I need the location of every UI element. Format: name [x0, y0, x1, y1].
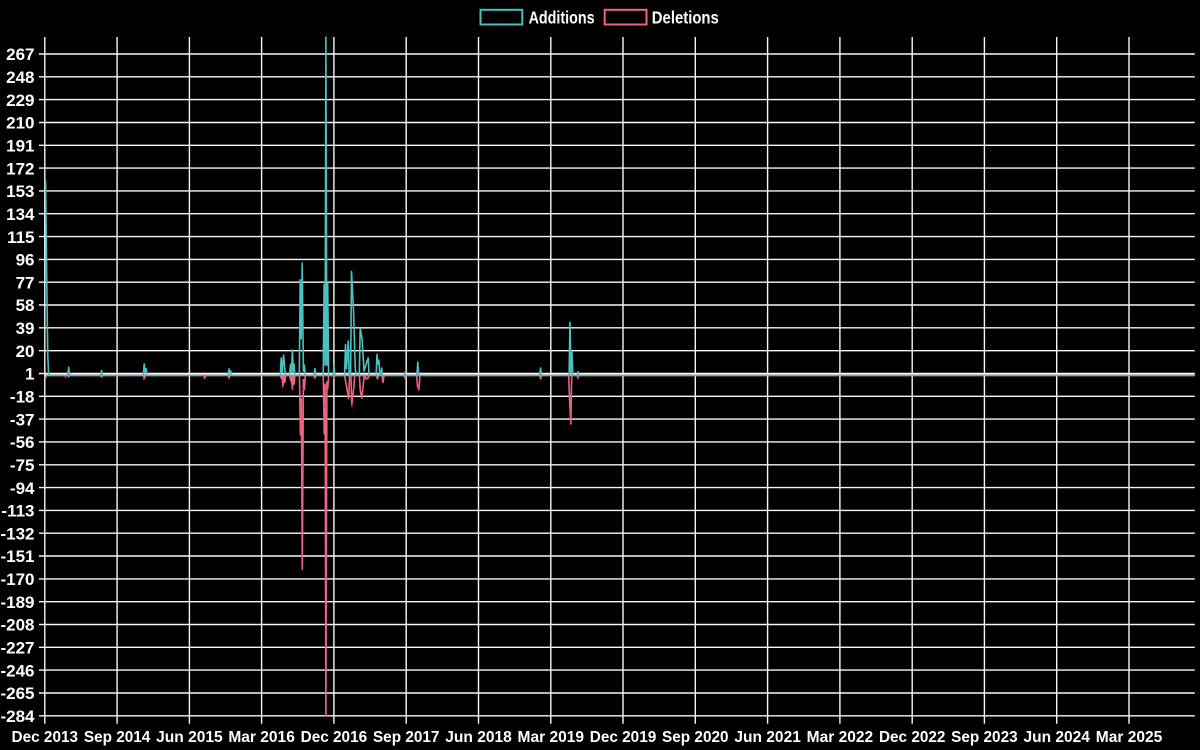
svg-text:-246: -246 [0, 661, 34, 680]
svg-text:210: 210 [6, 114, 34, 133]
svg-text:Mar 2025: Mar 2025 [1096, 729, 1163, 746]
svg-text:Dec 2019: Dec 2019 [590, 729, 657, 746]
svg-text:Sep 2014: Sep 2014 [84, 729, 151, 746]
svg-text:Additions: Additions [529, 8, 595, 28]
svg-text:58: 58 [16, 296, 35, 315]
svg-text:Sep 2017: Sep 2017 [373, 729, 440, 746]
svg-text:Sep 2020: Sep 2020 [662, 729, 729, 746]
svg-text:Dec 2022: Dec 2022 [879, 729, 946, 746]
svg-text:Mar 2019: Mar 2019 [518, 729, 585, 746]
svg-text:-151: -151 [0, 547, 34, 566]
svg-text:115: 115 [7, 228, 34, 247]
svg-text:Deletions: Deletions [652, 8, 719, 28]
svg-text:Jun 2021: Jun 2021 [734, 729, 801, 746]
svg-text:Jun 2024: Jun 2024 [1023, 729, 1090, 746]
svg-text:-227: -227 [0, 639, 34, 658]
svg-text:229: 229 [6, 91, 34, 110]
svg-text:-113: -113 [1, 502, 34, 521]
svg-text:Dec 2013: Dec 2013 [12, 729, 79, 746]
svg-text:-37: -37 [10, 410, 35, 429]
svg-text:267: 267 [6, 45, 34, 64]
svg-text:Dec 2016: Dec 2016 [301, 729, 368, 746]
svg-text:Jun 2018: Jun 2018 [445, 729, 512, 746]
svg-text:Jun 2015: Jun 2015 [156, 729, 223, 746]
svg-text:-284: -284 [0, 707, 35, 726]
svg-text:248: 248 [6, 68, 34, 87]
svg-text:-132: -132 [0, 524, 34, 543]
svg-text:-56: -56 [10, 433, 35, 452]
svg-text:-94: -94 [10, 479, 35, 498]
svg-text:-208: -208 [0, 616, 34, 635]
svg-text:-189: -189 [0, 593, 34, 612]
svg-text:Mar 2022: Mar 2022 [807, 729, 874, 746]
svg-text:-18: -18 [10, 388, 35, 407]
svg-text:153: 153 [6, 182, 34, 201]
svg-text:-265: -265 [0, 684, 34, 703]
svg-text:172: 172 [6, 159, 34, 178]
svg-text:20: 20 [16, 342, 35, 361]
svg-text:Mar 2016: Mar 2016 [228, 729, 295, 746]
svg-text:-75: -75 [10, 456, 35, 475]
svg-text:134: 134 [6, 205, 35, 224]
svg-text:191: 191 [6, 137, 34, 156]
svg-text:1: 1 [25, 365, 34, 384]
svg-text:96: 96 [16, 251, 35, 270]
svg-text:Sep 2023: Sep 2023 [951, 729, 1018, 746]
svg-text:-170: -170 [0, 570, 34, 589]
svg-text:77: 77 [16, 273, 35, 292]
svg-text:39: 39 [16, 319, 35, 338]
